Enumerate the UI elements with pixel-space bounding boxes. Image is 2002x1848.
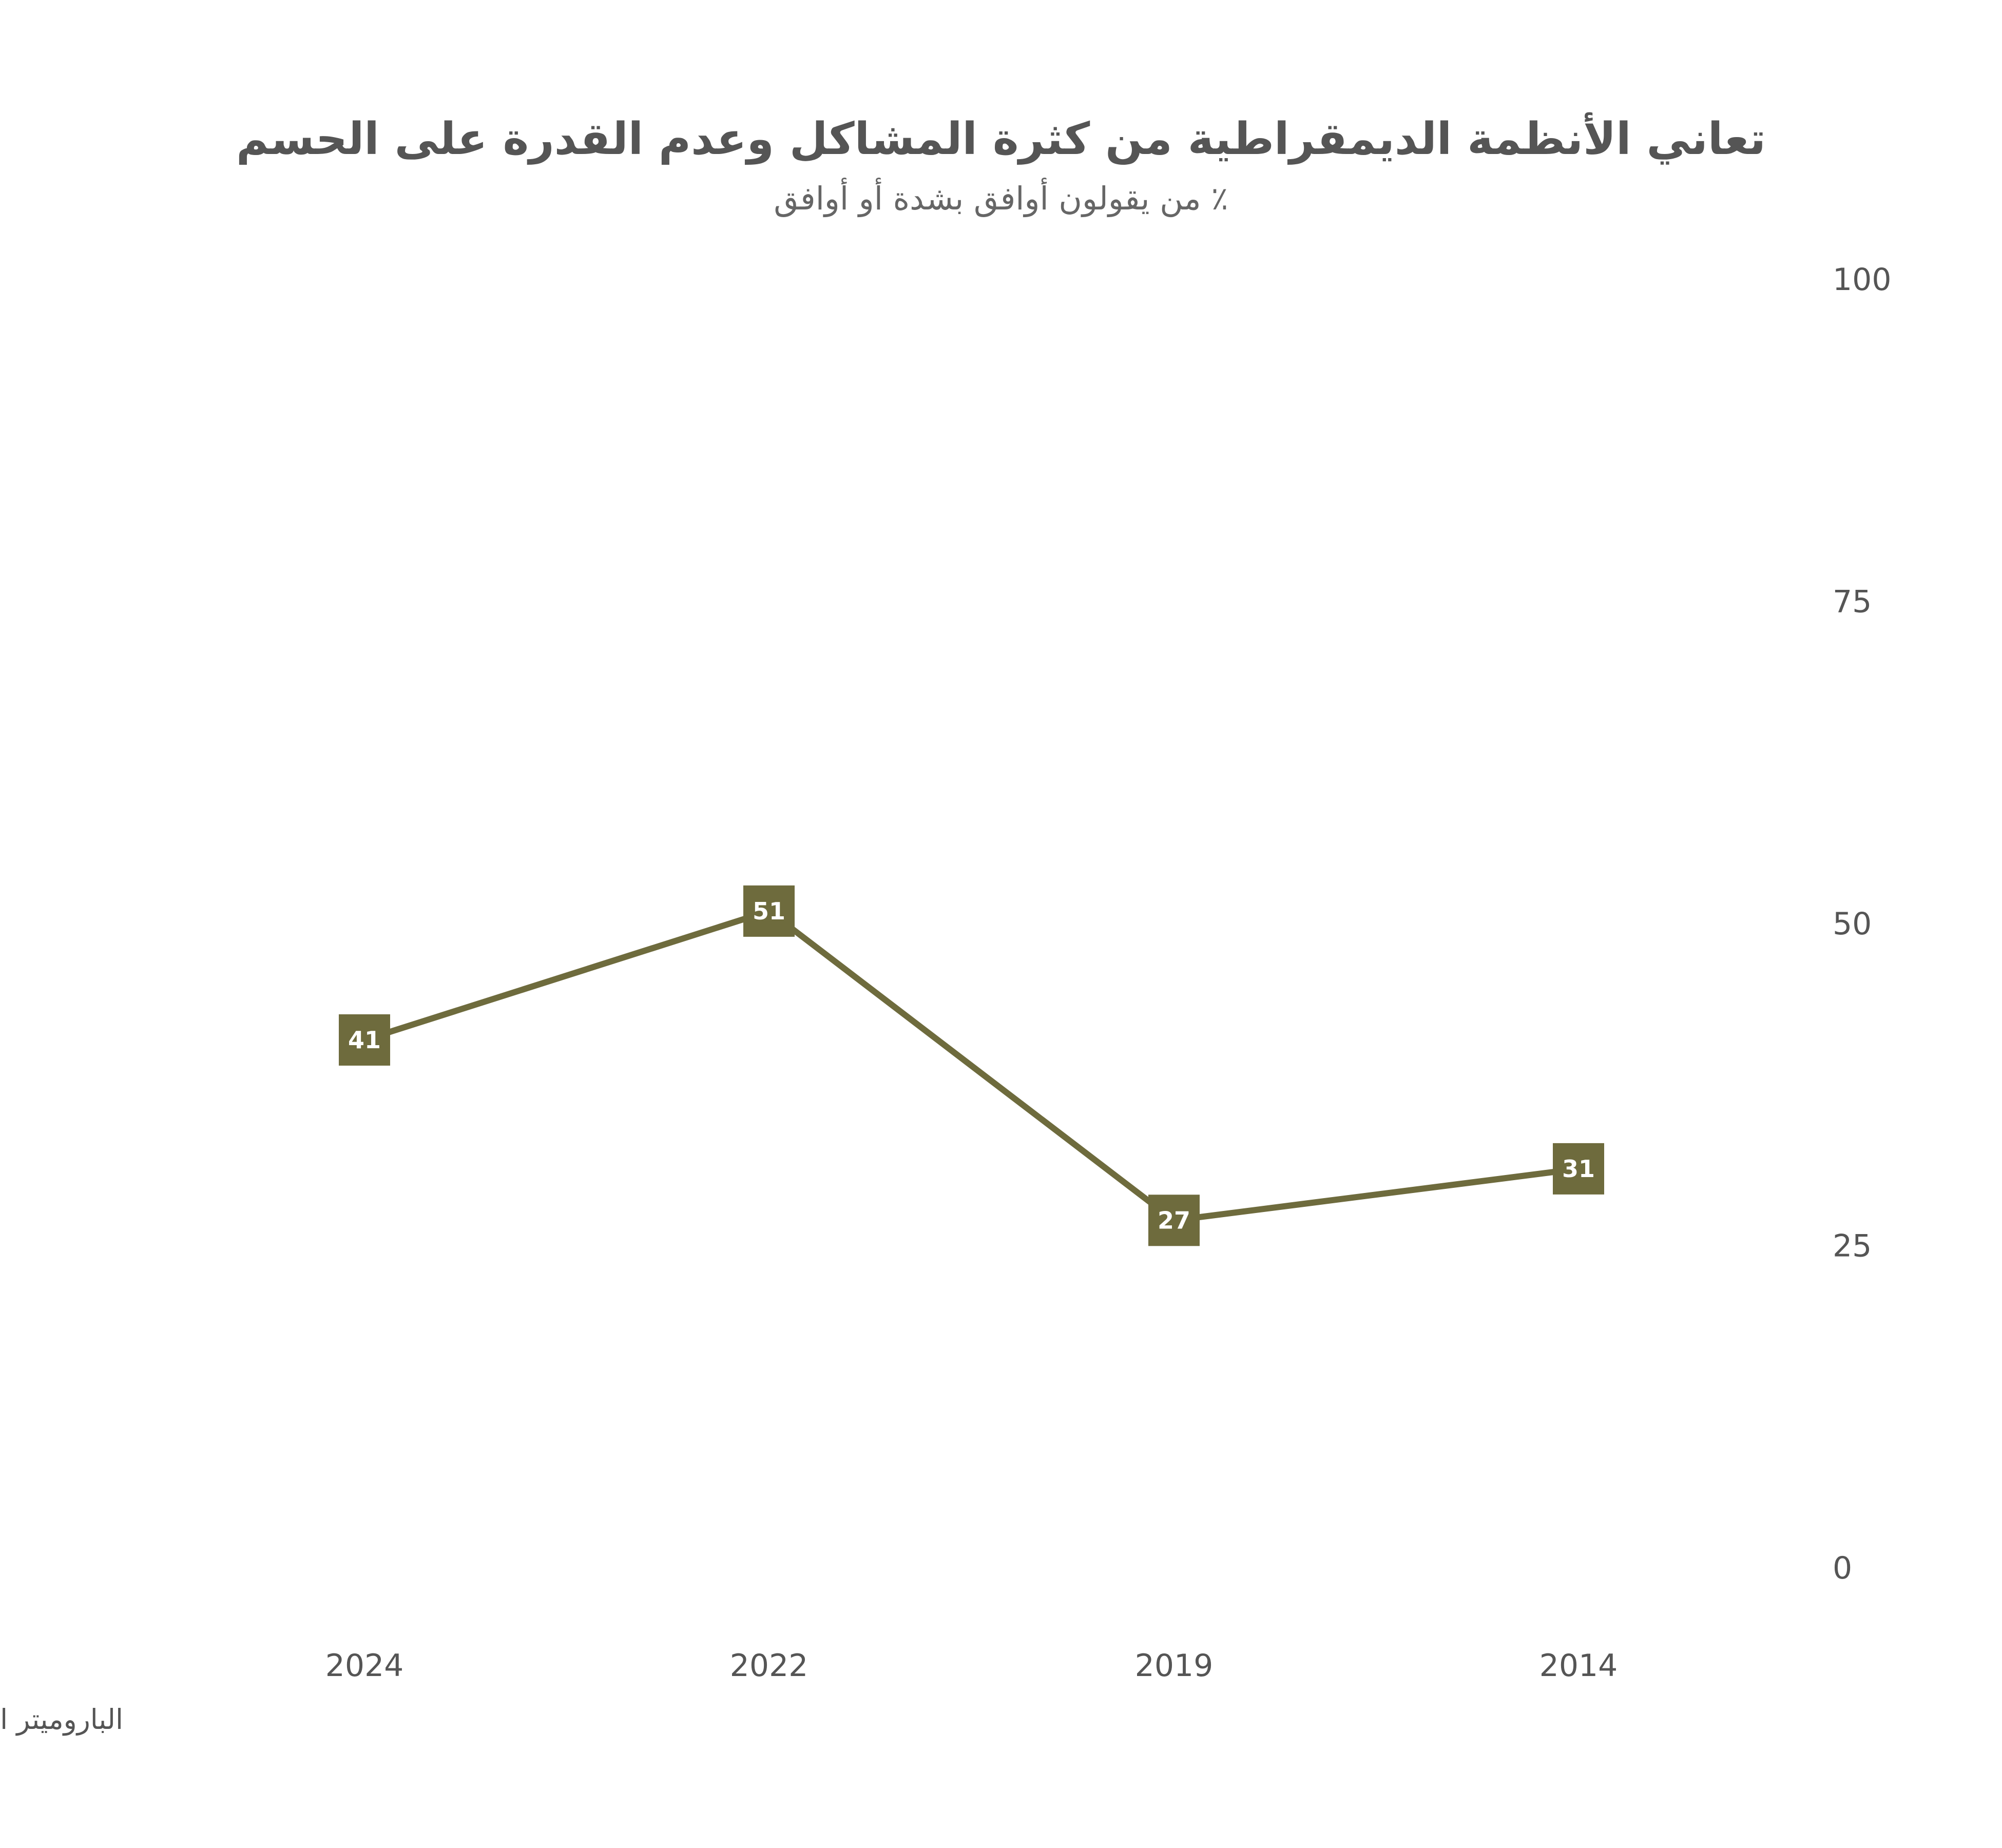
y-tick-label: 100 — [1833, 262, 1892, 298]
series-layer: 41 51 27 31 — [339, 885, 1604, 1246]
data-label: 51 — [753, 897, 785, 925]
y-tick-label: 75 — [1833, 584, 1872, 620]
chart-subtitle: ٪ من يقولون أوافق بشدة أو أوافق — [774, 178, 1228, 217]
x-axis: 2024 2022 2019 2014 — [325, 1648, 1618, 1684]
data-point-marker — [743, 885, 795, 937]
y-tick-label: 25 — [1833, 1228, 1872, 1264]
data-point-marker — [1553, 1143, 1604, 1195]
series-line — [363, 908, 1579, 1224]
y-tick-label: 0 — [1833, 1550, 1852, 1586]
data-label: 27 — [1158, 1206, 1190, 1234]
chart-title: تعاني الأنظمة الديمقراطية من كثرة المشاك… — [236, 112, 1766, 165]
data-point-marker — [1148, 1195, 1200, 1246]
data-label: 31 — [1562, 1155, 1595, 1183]
data-label: 41 — [348, 1026, 381, 1054]
x-tick-label: 2019 — [1135, 1648, 1214, 1684]
data-point-marker — [339, 1014, 390, 1066]
x-tick-label: 2014 — [1539, 1648, 1618, 1684]
y-axis: 0 25 50 75 100 — [1833, 262, 1892, 1586]
x-tick-label: 2024 — [325, 1648, 404, 1684]
y-tick-label: 50 — [1833, 906, 1872, 942]
x-tick-label: 2022 — [730, 1648, 808, 1684]
source-note: الباروميتر العربي، الكويت — [0, 1703, 123, 1736]
